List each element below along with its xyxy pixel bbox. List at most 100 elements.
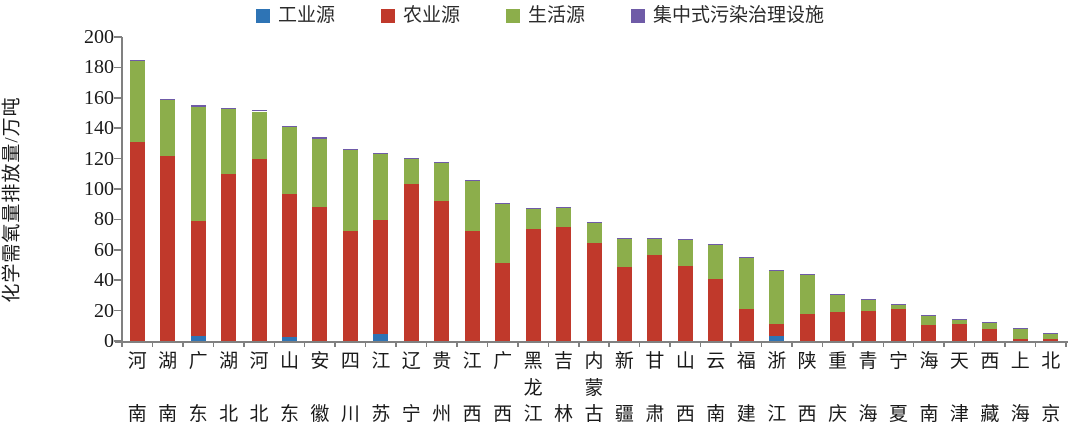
bar-segment-集中式污染治理设施 — [799, 274, 815, 275]
bar-segment-生活源 — [860, 299, 876, 311]
bar-segment-集中式污染治理设施 — [190, 105, 206, 107]
x-label-char: 湖 — [219, 351, 239, 372]
bar-segment-生活源 — [129, 61, 145, 142]
bar-segment-集中式污染治理设施 — [708, 243, 724, 245]
bar-segment-农业源 — [221, 173, 237, 341]
bar-segment-生活源 — [951, 319, 967, 324]
bar-segment-工业源 — [373, 334, 389, 341]
legend-swatch-icon — [256, 8, 270, 23]
x-axis-label-黑龙江: 黑龙江 — [518, 352, 548, 424]
x-label-char: 藏 — [980, 404, 1000, 425]
y-axis-tick — [114, 218, 122, 221]
x-label-char: 东 — [188, 404, 208, 425]
x-label-char: 江 — [523, 404, 543, 425]
bar-广西 — [495, 37, 511, 341]
x-axis-label-新疆: 新疆 — [609, 352, 639, 424]
x-axis-tick — [243, 341, 245, 347]
bar-天津 — [951, 37, 967, 341]
x-axis-tick — [456, 341, 458, 347]
bar-segment-集中式污染治理设施 — [251, 109, 267, 112]
bar-segment-生活源 — [647, 239, 663, 256]
bar-segment-农业源 — [860, 310, 876, 341]
x-label-char: 徽 — [310, 404, 330, 425]
bar-segment-生活源 — [281, 127, 297, 195]
bar-segment-生活源 — [403, 158, 419, 185]
y-axis-tick — [114, 127, 122, 129]
x-label-char: 苏 — [371, 404, 391, 425]
bar-segment-农业源 — [951, 323, 967, 341]
x-label-char: 河 — [127, 351, 147, 372]
legend-swatch-icon — [381, 8, 396, 23]
legend-item-0: 工业源 — [256, 6, 335, 25]
bar-segment-农业源 — [251, 158, 267, 341]
x-label-char: 北 — [1041, 351, 1061, 372]
bar-segment-生活源 — [312, 138, 328, 208]
legend-swatch-icon — [506, 8, 521, 23]
x-label-char: 湖 — [158, 351, 178, 372]
y-axis-tick — [114, 340, 122, 342]
chart-legend: 工业源 农业源 生活源 集中式污染治理设施 — [256, 6, 824, 25]
bar-segment-集中式污染治理设施 — [677, 239, 693, 240]
bar-黑龙江 — [525, 37, 541, 341]
bar-segment-农业源 — [799, 313, 815, 341]
bar-segment-农业源 — [1012, 338, 1028, 341]
x-label-char: 海 — [919, 351, 939, 372]
bar-segment-农业源 — [495, 262, 511, 341]
x-axis-tick — [212, 341, 215, 347]
bar-segment-生活源 — [891, 304, 907, 310]
x-axis-tick — [669, 341, 671, 347]
y-axis-tick-label: 80 — [94, 208, 114, 231]
x-axis-tick — [273, 341, 275, 347]
bar-segment-集中式污染治理设施 — [738, 257, 754, 259]
bar-segment-生活源 — [677, 239, 693, 266]
bar-segment-集中式污染治理设施 — [556, 206, 572, 208]
bar-segment-农业源 — [434, 201, 450, 341]
y-axis-tick-label: 60 — [94, 238, 114, 261]
bar-海南 — [921, 37, 937, 341]
x-axis-line — [115, 341, 1068, 343]
bar-segment-农业源 — [525, 228, 541, 341]
plot-area: 0 20 40 60 80 100 120 140 160 180 200 河南湖南广东湖北河北山东安… — [84, 27, 1068, 424]
x-axis-tick — [699, 341, 702, 347]
bar-山西 — [677, 37, 693, 341]
bar-segment-集中式污染治理设施 — [464, 179, 480, 182]
x-label-char: 内 — [584, 351, 604, 372]
x-label-char: 东 — [279, 404, 299, 425]
y-axis-title: 化学需氧量排放量/万吨 — [1, 96, 23, 303]
bar-segment-农业源 — [647, 255, 663, 341]
x-axis-tick — [821, 341, 824, 347]
bar-山东 — [281, 37, 297, 341]
x-label-char: 广 — [493, 351, 513, 372]
bar-segment-农业源 — [982, 328, 998, 341]
x-axis-tick — [486, 341, 489, 347]
x-axis-label-浙江: 浙江 — [762, 352, 792, 424]
bar-segment-农业源 — [129, 141, 145, 341]
bar-segment-集中式污染治理设施 — [403, 157, 419, 159]
bar-segment-农业源 — [190, 220, 206, 337]
bar-segment-生活源 — [921, 315, 937, 326]
x-axis-label-海南: 海南 — [914, 352, 944, 424]
bar-segment-生活源 — [221, 109, 237, 174]
x-axis-tick — [303, 341, 306, 347]
bar-segment-生活源 — [495, 204, 511, 263]
x-axis-tick — [730, 341, 732, 347]
x-label-char: 古 — [584, 404, 604, 425]
x-axis-label-重庆: 重庆 — [823, 352, 853, 424]
bar-segment-农业源 — [464, 230, 480, 341]
bar-广东 — [190, 37, 206, 341]
bar-segment-生活源 — [586, 223, 602, 243]
x-label-char: 南 — [706, 404, 726, 425]
bar-segment-生活源 — [738, 258, 754, 310]
x-axis-label-吉林: 吉林 — [549, 352, 579, 424]
x-label-char: 林 — [554, 404, 574, 425]
y-axis-tick-label: 160 — [84, 86, 114, 109]
x-label-char: 庆 — [828, 404, 848, 425]
x-label-char: 南 — [919, 404, 939, 425]
x-axis-label-广西: 广西 — [488, 352, 518, 424]
x-axis-label-河北: 河北 — [244, 352, 274, 424]
bar-segment-集中式污染治理设施 — [342, 148, 358, 151]
x-axis-label-山西: 山西 — [670, 352, 700, 424]
x-axis-tick — [578, 341, 580, 347]
bar-segment-农业源 — [830, 312, 846, 341]
x-axis-tick — [608, 341, 610, 347]
